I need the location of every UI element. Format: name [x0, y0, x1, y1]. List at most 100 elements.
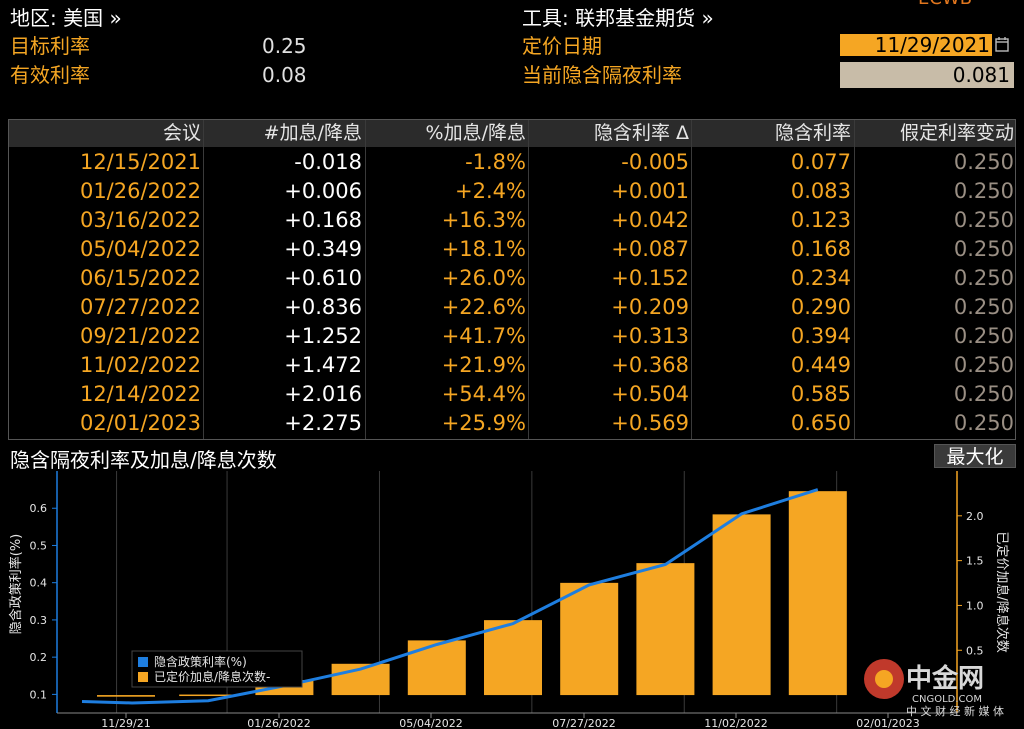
table-cell: 0.650 [790, 411, 851, 435]
bar [484, 620, 542, 696]
legend-label-hikes: 已定价加息/降息次数- [154, 669, 270, 684]
x-tick-label: 11/02/2022 [704, 717, 767, 729]
implied-rate-line [81, 488, 819, 705]
table-cell: 05/04/2022 [79, 237, 201, 261]
table-cell: 0.290 [790, 295, 851, 319]
table-cell: +0.610 [284, 266, 362, 290]
table-cell: +21.9% [441, 353, 526, 377]
table-row[interactable]: 11/02/2022 +1.472 +21.9% +0.368 0.449 0.250 [9, 351, 1015, 380]
table-row[interactable]: 09/21/2022 +1.252 +41.7% +0.313 0.394 0.250 [9, 322, 1015, 351]
top-right-label: ECWB [918, 0, 972, 9]
x-tick-label: 02/01/2023 [856, 717, 919, 729]
table-cell: +18.1% [441, 237, 526, 261]
target-rate-value: 0.25 [262, 34, 307, 58]
table-cell: 0.168 [790, 237, 851, 261]
table-cell: 12/14/2022 [79, 382, 201, 406]
watermark-url: CNGOLD.COM [912, 694, 982, 705]
table-cell: 12/15/2021 [79, 150, 201, 174]
table-row[interactable]: 03/16/2022 +0.168 +16.3% +0.042 0.123 0.250 [9, 206, 1015, 235]
table-cell: 0.250 [953, 266, 1014, 290]
y-right-tick-label: 1.5 [966, 555, 984, 568]
col-header-assumed-move[interactable]: 假定利率变动 [899, 122, 1014, 144]
pricing-date-input[interactable]: 11/29/2021 [840, 34, 992, 56]
table-cell: 0.250 [953, 208, 1014, 232]
y-right-tick-label: 1.0 [966, 599, 984, 612]
table-cell: 11/02/2022 [79, 353, 201, 377]
table-cell: +16.3% [441, 208, 526, 232]
col-header-meeting[interactable]: 会议 [162, 122, 201, 144]
watermark-tagline: 中 文 财 经 新 媒 体 [906, 704, 1004, 718]
table-cell: +0.087 [611, 237, 689, 261]
col-header-hikes-count[interactable]: #加息/降息 [263, 122, 362, 144]
table-cell: +0.313 [611, 324, 689, 348]
col-header-implied-delta[interactable]: 隐含利率 Δ [593, 122, 689, 144]
table-cell: 0.250 [953, 150, 1014, 174]
legend-swatch-bar [138, 672, 148, 682]
chart-title: 隐含隔夜利率及加息/降息次数 [10, 448, 277, 472]
table-cell: +0.569 [611, 411, 689, 435]
table-row[interactable]: 01/26/2022 +0.006 +2.4% +0.001 0.083 0.250 [9, 177, 1015, 206]
table-cell: +0.504 [611, 382, 689, 406]
calendar-icon[interactable] [995, 36, 1011, 54]
region-selector[interactable]: 地区: 美国 » [10, 6, 122, 30]
table-cell: 0.123 [790, 208, 851, 232]
table-header: 会议 #加息/降息 %加息/降息 隐含利率 Δ 隐含利率 假定利率变动 [9, 120, 1015, 147]
table-cell: 0.394 [790, 324, 851, 348]
table-row[interactable]: 06/15/2022 +0.610 +26.0% +0.152 0.234 0.250 [9, 264, 1015, 293]
table-cell: 0.250 [953, 382, 1014, 406]
target-rate-label: 目标利率 [10, 34, 90, 58]
table-cell: +0.349 [284, 237, 362, 261]
instrument-selector[interactable]: 工具: 联邦基金期货 » [522, 6, 714, 30]
table-cell: 0.234 [790, 266, 851, 290]
table-cell: 0.250 [953, 353, 1014, 377]
table-cell: +1.472 [284, 353, 362, 377]
table-cell: +0.001 [611, 179, 689, 203]
y-right-tick-label: 2.0 [966, 510, 984, 523]
col-header-implied-rate[interactable]: 隐含利率 [774, 122, 851, 144]
table-cell: 0.250 [953, 295, 1014, 319]
table-cell: +41.7% [441, 324, 526, 348]
table-cell: +2.4% [455, 179, 526, 203]
table-cell: 09/21/2022 [79, 324, 201, 348]
x-tick-label: 01/26/2022 [247, 717, 310, 729]
implied-overnight-label: 当前隐含隔夜利率 [522, 63, 682, 87]
x-tick-label: 11/29/21 [101, 717, 150, 729]
table-cell: 07/27/2022 [79, 295, 201, 319]
table-row[interactable]: 02/01/2023 +2.275 +25.9% +0.569 0.650 0.250 [9, 409, 1015, 438]
table-cell: +2.275 [284, 411, 362, 435]
bar [712, 514, 771, 696]
table-cell: +0.006 [284, 179, 362, 203]
table-cell: +0.042 [611, 208, 689, 232]
table-row[interactable]: 05/04/2022 +0.349 +18.1% +0.087 0.168 0.250 [9, 235, 1015, 264]
table-cell: +1.252 [284, 324, 362, 348]
table-row[interactable]: 07/27/2022 +0.836 +22.6% +0.209 0.290 0.250 [9, 293, 1015, 322]
table-cell: 0.250 [953, 324, 1014, 348]
table-cell: +0.209 [611, 295, 689, 319]
y-tick-label: 0.5 [30, 539, 48, 552]
y-tick-label: 0.4 [30, 577, 48, 590]
y-tick-label: 0.1 [30, 688, 48, 701]
x-tick-label: 05/04/2022 [399, 717, 462, 729]
implied-overnight-value: 0.081 [840, 62, 1014, 88]
table-cell: +54.4% [441, 382, 526, 406]
bar [788, 491, 847, 696]
bar [407, 640, 466, 696]
cngold-watermark: 中金网 CNGOLD.COM 中 文 财 经 新 媒 体 [864, 659, 1004, 718]
table-cell: +26.0% [441, 266, 526, 290]
maximize-button[interactable]: 最大化 [934, 444, 1016, 468]
x-tick-label: 07/27/2022 [552, 717, 615, 729]
y-tick-label: 0.3 [30, 614, 48, 627]
col-header-hikes-pct[interactable]: %加息/降息 [425, 122, 526, 144]
bar [179, 694, 238, 697]
table-cell: 02/01/2023 [79, 411, 201, 435]
table-cell: -1.8% [465, 150, 526, 174]
table-cell: 03/16/2022 [79, 208, 201, 232]
table-cell: 0.250 [953, 179, 1014, 203]
table-row[interactable]: 12/15/2021 -0.018 -1.8% -0.005 0.077 0.250 [9, 148, 1015, 177]
table-row[interactable]: 12/14/2022 +2.016 +54.4% +0.504 0.585 0.250 [9, 380, 1015, 409]
effective-rate-value: 0.08 [262, 63, 307, 87]
table-body: 12/15/2021 -0.018 -1.8% -0.005 0.077 0.250 01/… [9, 148, 1015, 438]
chart-legend: 隐含政策利率(%) 已定价加息/降息次数- [131, 650, 303, 688]
table-cell: -0.018 [294, 150, 362, 174]
